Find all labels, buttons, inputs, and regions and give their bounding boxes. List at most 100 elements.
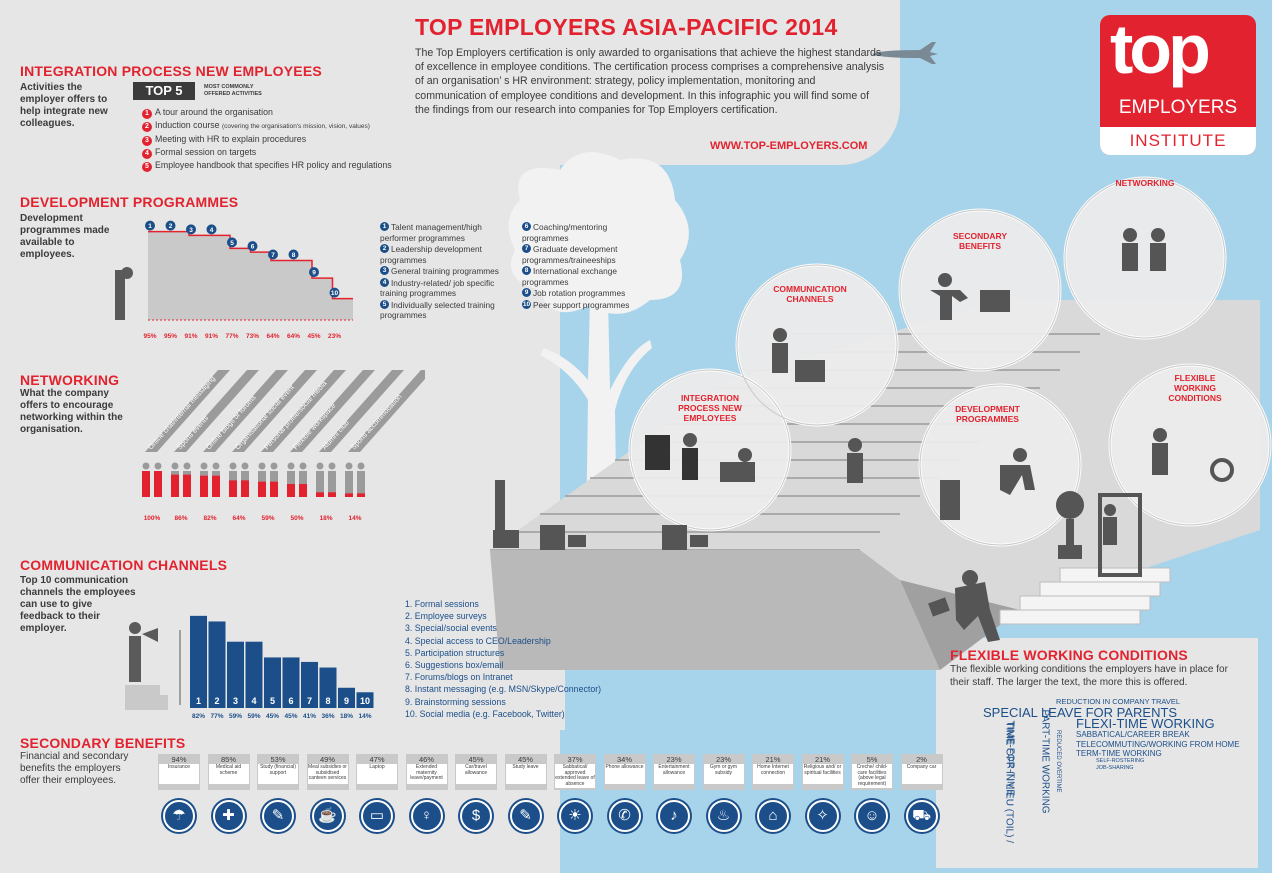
dev-item: 8 International exchange programmes	[522, 266, 617, 287]
dev-item: 5 Individually selected training programm…	[380, 299, 495, 320]
plane-icon	[872, 42, 938, 64]
integration-item: 4 Formal session on targets	[142, 146, 392, 159]
comm-bar	[301, 661, 318, 708]
dev-item: 4 Industry-related/ job specific training…	[380, 277, 495, 298]
step-number: 3	[189, 227, 193, 234]
step-value: 95%	[143, 333, 156, 340]
network-value: 86%	[174, 515, 187, 522]
benefit-percent: 2%	[916, 755, 927, 764]
networking-title: NETWORKING	[20, 372, 120, 388]
benefit-percent: 21%	[814, 755, 830, 764]
step-number: 4	[210, 227, 214, 234]
comm-bar-value: 18%	[340, 713, 353, 720]
step-number: 2	[169, 223, 173, 230]
secondary-title: SECONDARY BENEFITS	[20, 735, 186, 751]
religious-icon: ✧	[806, 800, 839, 832]
step-number: 10	[331, 290, 339, 297]
benefit-item: 2% Company car ⛟	[900, 754, 943, 864]
network-label-band	[348, 370, 425, 452]
cloud-word: SABBATICAL/CAREER BREAK	[1076, 730, 1190, 739]
header-panel	[400, 0, 900, 165]
networking-chart: Online chat/internal messaging100%Sports…	[142, 370, 425, 522]
benefit-percent: 47%	[369, 755, 385, 764]
communication-title: COMMUNICATION CHANNELS	[20, 557, 228, 573]
person-icon	[258, 462, 266, 470]
integration-item: 3 Meeting with HR to explain procedures	[142, 133, 392, 146]
step-number: 6	[251, 244, 255, 251]
benefit-label-tag: 53% Study (financial) support	[257, 754, 299, 790]
dev-item: 7 Graduate development programmes/trainee…	[522, 244, 618, 265]
step-number-badge	[165, 220, 176, 231]
dev-item: 6 Coaching/mentoring programmes	[522, 222, 608, 243]
person-fill	[142, 471, 150, 497]
person-icon	[229, 462, 237, 470]
medical-icon: ✚	[212, 800, 245, 832]
comm-bar	[227, 641, 244, 708]
person-fill	[183, 474, 191, 497]
development-area	[148, 231, 353, 320]
step-value: 64%	[266, 333, 279, 340]
company-car-icon: ⛟	[905, 800, 938, 832]
step-number-badge	[288, 249, 299, 260]
benefit-label-tag: 21% Home Internet connection	[752, 754, 794, 790]
person-fill	[229, 480, 237, 497]
benefit-label-tag: 34% Phone allowance	[603, 754, 646, 790]
step-number-badge	[247, 241, 258, 252]
benefit-item: 46% Extended maternity leave/payment ♀	[405, 754, 448, 864]
benefit-item: 21% Religious and/ or spiritual facilitie…	[801, 754, 844, 864]
development-list-left: 1 Talent management/high performer progra…	[380, 222, 520, 321]
step-number: 9	[312, 270, 316, 277]
person-icon	[241, 462, 249, 470]
cloud-word: REDUCED OVERTIME	[1055, 730, 1061, 793]
childcare-icon: ☺	[856, 800, 888, 832]
comm-item: 3. Special/social events	[405, 623, 497, 634]
website-link[interactable]: WWW.TOP-EMPLOYERS.COM	[710, 140, 868, 152]
car-allowance-icon: $	[460, 800, 492, 832]
benefit-item: 23% Entertainment allowance ♪	[653, 754, 695, 864]
person-icon	[316, 471, 324, 497]
benefit-percent: 45%	[517, 755, 533, 764]
person-fill	[287, 484, 295, 497]
benefit-item: 94% Insurance ☂	[158, 754, 200, 864]
benefit-item: 23% Gym or gym subsidy ♨	[702, 754, 745, 864]
stairs-scene	[490, 176, 1272, 670]
benefit-label-tag: 49% Meal subsidies or subsidised canteen …	[306, 754, 349, 790]
benefit-percent: 85%	[220, 755, 236, 764]
communication-desc: Top 10 communication channels the employ…	[20, 575, 136, 634]
benefit-percent: 45%	[468, 755, 484, 764]
person-fill	[154, 471, 162, 497]
benefit-percent: 49%	[319, 755, 335, 764]
pedestal	[125, 685, 168, 710]
comm-bar	[264, 657, 281, 708]
cloud-word: FLEXI-TIME WORKING	[1076, 716, 1215, 731]
benefit-label-tag: 94% Insurance	[158, 754, 200, 790]
bubble-label-communication: COMMUNICATION CHANNELS	[773, 284, 847, 304]
benefit-label-tag: 23% Gym or gym subsidy	[702, 754, 745, 790]
comm-bar	[319, 667, 337, 708]
development-step-chart: 1 95% 2 95% 3 91% 4 91% 5 77% 6 73% 7 64% 8 64% 9 45% 10 23…	[115, 220, 353, 340]
tree-illustration	[508, 152, 689, 610]
benefit-label-tag: 5% Creche/ child-care facilities (above l…	[851, 754, 893, 790]
integration-desc: Activities the employer offers to help i…	[20, 82, 108, 129]
climbing-figure-icon	[115, 270, 125, 320]
person-icon	[270, 462, 278, 470]
cloud-word: PART-TIME WORKING	[1039, 709, 1051, 814]
megaphone-icon	[142, 628, 158, 642]
person-fill	[212, 475, 220, 497]
network-label-band	[232, 370, 317, 452]
person-fill	[258, 481, 266, 497]
logo-line1: EMPLOYERS	[1118, 97, 1238, 118]
climbing-figure-icon	[121, 267, 133, 279]
comm-item: 5. Participation structures	[405, 647, 505, 658]
person-icon	[212, 462, 220, 470]
benefit-label: Religious and/ or spiritual facilities	[802, 764, 843, 784]
home-internet-icon: ⌂	[757, 800, 789, 832]
comm-bar-value: 77%	[210, 713, 223, 720]
network-value: 50%	[290, 515, 303, 522]
comm-bar-number: 7	[307, 696, 312, 706]
top5-badge: TOP 5	[133, 82, 195, 100]
step-number-badge	[145, 220, 155, 231]
comm-bar-number: 1	[196, 696, 201, 706]
